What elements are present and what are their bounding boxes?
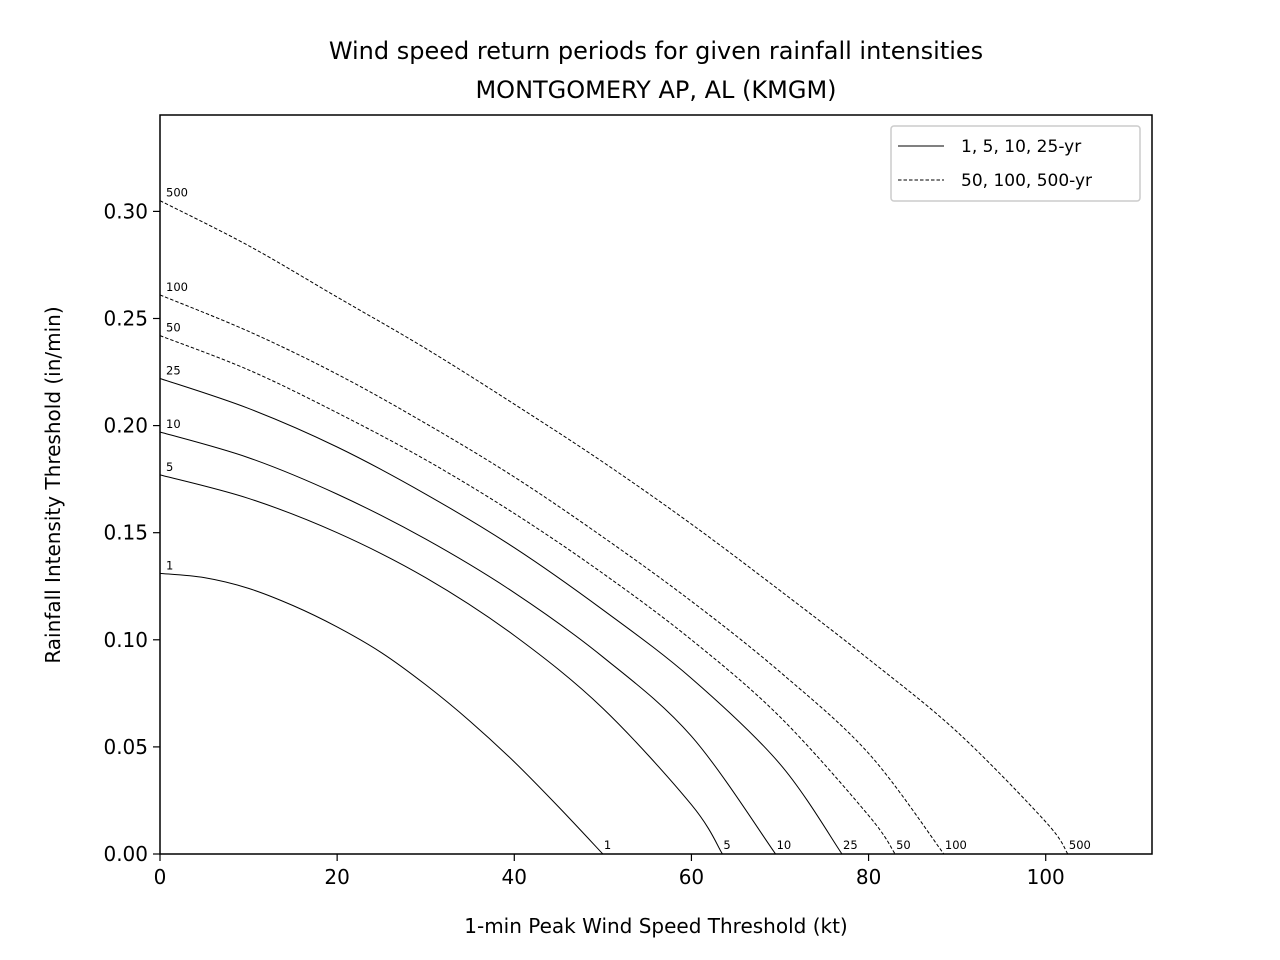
legend: 1, 5, 10, 25-yr 50, 100, 500-yr xyxy=(890,125,1141,202)
plot-area: 1 1 5 5 10 10 25 25 50 50 100 100 500 500 xyxy=(159,114,1153,855)
legend-entry-dashed: 50, 100, 500-yr xyxy=(961,171,1092,191)
curve-label-start-50: 50 xyxy=(166,321,181,335)
x-tick-label: 20 xyxy=(324,865,349,889)
x-tick-label: 80 xyxy=(856,865,881,889)
x-tick-label: 100 xyxy=(1027,865,1065,889)
series-line-500 xyxy=(159,200,1069,855)
curve-label-end-100: 100 xyxy=(945,838,967,852)
plot-frame xyxy=(159,114,1153,855)
chart-title: Wind speed return periods for given rain… xyxy=(329,37,983,65)
curve-label-end-10: 10 xyxy=(777,838,792,852)
series-line-5 xyxy=(159,474,723,855)
curve-label-end-50: 50 xyxy=(896,838,911,852)
y-axis-label: Rainfall Intensity Threshold (in/min) xyxy=(41,306,65,663)
curve-label-start-100: 100 xyxy=(166,280,188,294)
series-line-25 xyxy=(159,377,843,855)
legend-entry-solid: 1, 5, 10, 25-yr xyxy=(961,137,1081,157)
curve-label-start-1: 1 xyxy=(166,558,173,572)
series-line-10 xyxy=(159,431,776,855)
curve-label-start-25: 25 xyxy=(166,364,181,378)
x-axis: 0 20 40 60 80 100 xyxy=(154,854,1065,889)
chart-subtitle: MONTGOMERY AP, AL (KMGM) xyxy=(475,76,836,104)
curve-label-end-500: 500 xyxy=(1069,838,1091,852)
series-line-1 xyxy=(159,572,604,855)
x-tick-label: 60 xyxy=(679,865,704,889)
legend-box xyxy=(890,125,1141,202)
series-line-100 xyxy=(159,294,945,855)
curve-label-start-500: 500 xyxy=(166,186,188,200)
curve-label-end-1: 1 xyxy=(604,838,611,852)
x-tick-label: 0 xyxy=(154,865,167,889)
y-tick-label: 0.20 xyxy=(103,414,148,438)
curve-label-start-10: 10 xyxy=(166,417,181,431)
x-tick-label: 40 xyxy=(502,865,527,889)
y-tick-label: 0.15 xyxy=(103,521,148,545)
y-tick-label: 0.25 xyxy=(103,306,148,330)
curve-label-end-25: 25 xyxy=(843,838,858,852)
y-tick-label: 0.10 xyxy=(103,628,148,652)
y-tick-label: 0.05 xyxy=(103,735,148,759)
curve-label-end-5: 5 xyxy=(723,838,730,852)
y-axis: 0.00 0.05 0.10 0.15 0.20 0.25 0.30 xyxy=(103,199,160,866)
y-tick-label: 0.30 xyxy=(103,199,148,223)
y-tick-label: 0.00 xyxy=(103,842,148,866)
curve-label-start-5: 5 xyxy=(166,460,173,474)
x-axis-label: 1-min Peak Wind Speed Threshold (kt) xyxy=(464,914,848,938)
